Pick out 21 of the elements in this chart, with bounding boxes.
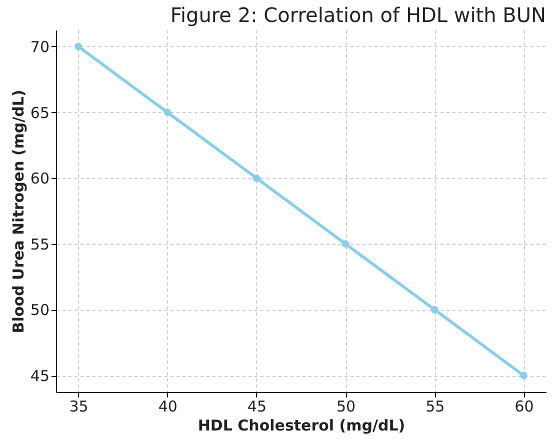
- x-axis-title: HDL Cholesterol (mg/dL): [198, 416, 406, 434]
- y-axis-title: Blood Urea Nitrogen (mg/dL): [9, 90, 28, 334]
- y-tick-label: 50: [30, 301, 50, 320]
- point: [252, 174, 260, 182]
- x-tick-label: 35: [69, 398, 88, 416]
- y-tick-label: 70: [30, 38, 50, 56]
- y-tick-label: 55: [30, 235, 50, 254]
- point: [520, 372, 528, 380]
- point: [74, 42, 82, 50]
- y-tick-label: 60: [30, 170, 50, 188]
- x-tick-label: 60: [514, 398, 534, 416]
- x-tick-label: 55: [426, 398, 445, 416]
- chart-title: Figure 2: Correlation of HDL with BUN: [170, 3, 546, 27]
- x-tick-label: 45: [247, 398, 266, 416]
- point: [430, 306, 438, 314]
- x-tick-label: 50: [336, 398, 356, 416]
- y-tick-label: 45: [30, 367, 50, 386]
- y-tick-label: 65: [30, 104, 50, 122]
- point: [342, 240, 350, 248]
- x-tick-label: 40: [158, 398, 178, 416]
- point: [164, 108, 172, 116]
